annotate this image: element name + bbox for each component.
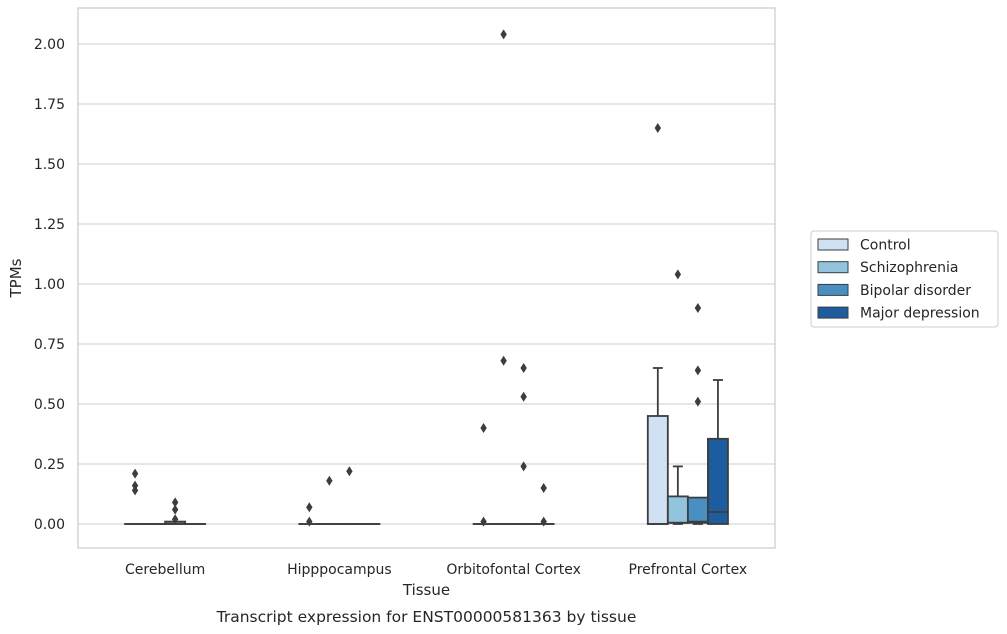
- outlier-point: [131, 485, 139, 496]
- outlier-point: [346, 466, 353, 477]
- box-group: [646, 367, 669, 525]
- x-tick-label: Orbitofontal Cortex: [446, 562, 581, 578]
- y-tick-label: 0.25: [34, 457, 65, 473]
- outlier-point: [500, 355, 507, 366]
- x-tick-labels: Cerebellum Hipppocampus Orbitofontal Corte…: [125, 562, 747, 578]
- legend-swatch: [817, 283, 849, 296]
- outlier-point: [540, 483, 547, 493]
- outlier-point: [520, 363, 527, 373]
- outlier-point: [480, 516, 487, 527]
- outlier-point: [171, 504, 179, 515]
- y-tick-label: 1.00: [34, 277, 65, 293]
- box: [686, 496, 709, 524]
- outlier-point: [694, 303, 702, 313]
- box-group: [686, 496, 709, 525]
- y-axis-title: TPMs: [7, 258, 25, 298]
- legend-frame: [810, 230, 999, 328]
- box: [666, 495, 689, 524]
- y-tick-label: 1.25: [34, 217, 65, 233]
- outlier-point: [480, 423, 487, 433]
- box-group: [707, 379, 729, 525]
- box: [707, 437, 729, 525]
- y-tick-label: 0.75: [34, 337, 65, 353]
- legend: Control Schizophrenia Bipolar disorder Majo…: [810, 230, 999, 328]
- legend-swatch: [817, 261, 849, 274]
- x-tick-label: Cerebellum: [125, 562, 205, 578]
- outlier-point: [171, 514, 179, 525]
- y-tick-label: 0.00: [34, 517, 65, 533]
- outlier-point: [674, 269, 682, 280]
- box: [646, 415, 669, 525]
- legend-label: Bipolar disorder: [860, 283, 971, 299]
- chart-caption: Transcript expression for ENST0000058136…: [216, 608, 637, 626]
- x-tick-label: Prefrontal Cortex: [629, 562, 748, 578]
- outlier-point: [520, 391, 527, 402]
- x-tick-label: Hipppocampus: [287, 562, 392, 578]
- outlier-point: [500, 29, 507, 40]
- x-axis-title: Tissue: [402, 581, 450, 599]
- legend-label: Control: [860, 238, 911, 254]
- y-tick-label: 0.50: [34, 397, 65, 413]
- legend-label: Major depression: [860, 306, 980, 322]
- outlier-point: [306, 516, 313, 527]
- y-tick-label: 1.75: [34, 97, 65, 113]
- y-tick-labels: 0.00 0.25 0.50 0.75 1.00 1.25 1.50 1.75 2.00: [34, 37, 65, 533]
- outlier-point: [694, 396, 702, 407]
- outlier-point: [171, 497, 179, 508]
- legend-swatch: [817, 238, 849, 251]
- y-tick-label: 1.50: [34, 157, 65, 173]
- outlier-point: [131, 468, 139, 479]
- plot-frame: [77, 7, 776, 549]
- legend-label: Schizophrenia: [860, 260, 958, 276]
- outlier-point: [540, 516, 547, 527]
- y-tick-label: 2.00: [34, 37, 65, 53]
- outlier-point: [306, 502, 313, 513]
- outlier-points: [131, 29, 702, 527]
- outlier-point: [694, 365, 702, 376]
- outlier-point: [520, 461, 527, 472]
- legend-swatch: [817, 306, 849, 319]
- outlier-point: [326, 475, 333, 486]
- outlier-point: [654, 123, 662, 133]
